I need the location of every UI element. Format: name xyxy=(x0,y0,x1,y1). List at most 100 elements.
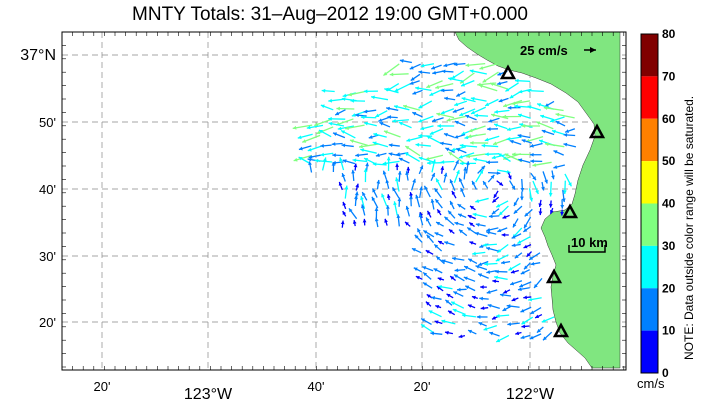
current-vector-head xyxy=(541,318,546,323)
current-vector-head xyxy=(431,118,436,123)
current-vector-head xyxy=(494,123,499,128)
current-vector-head xyxy=(384,218,388,223)
current-vector-head xyxy=(452,308,457,313)
current-vector-head xyxy=(523,228,528,232)
current-vector-head xyxy=(383,130,388,135)
current-vector-head xyxy=(511,235,516,239)
current-vector-head xyxy=(384,87,389,92)
current-vector-head xyxy=(526,252,531,257)
current-vector-head xyxy=(372,162,377,167)
current-vector-head xyxy=(460,187,464,192)
current-vector-head xyxy=(510,281,515,286)
current-vector-head xyxy=(425,250,430,254)
current-vector-head xyxy=(436,256,441,261)
current-vector-head xyxy=(548,203,553,208)
current-vector-head xyxy=(482,78,487,83)
current-vector-head xyxy=(517,240,522,244)
current-vector-head xyxy=(539,139,543,144)
current-vector-head xyxy=(521,139,526,143)
current-vector-head xyxy=(470,110,475,115)
colorbar-tick-label: 60 xyxy=(662,112,676,126)
current-vector-head xyxy=(306,125,311,130)
current-vector-head xyxy=(496,171,501,176)
current-vector-head xyxy=(565,129,570,133)
current-vector-head xyxy=(355,183,360,188)
current-vector-head xyxy=(537,103,542,107)
current-vector-head xyxy=(446,293,451,298)
current-vector-head xyxy=(503,289,508,294)
current-vector-head xyxy=(529,256,534,260)
current-vector-head xyxy=(530,261,535,266)
current-vector-head xyxy=(511,101,516,106)
current-vector-head xyxy=(532,163,537,167)
current-vector-head xyxy=(372,188,376,193)
current-vector-head xyxy=(514,104,518,109)
current-vector-head xyxy=(492,198,497,203)
current-vector-head xyxy=(339,157,343,162)
current-vector-head xyxy=(479,66,484,70)
current-vector-head xyxy=(415,194,419,199)
current-vector-head xyxy=(470,96,475,101)
current-vector-head xyxy=(420,126,425,131)
current-vector-head xyxy=(523,295,527,300)
current-vector-head xyxy=(444,96,448,101)
current-vector-head xyxy=(412,112,417,116)
current-vector-head xyxy=(471,180,476,185)
current-vector-head xyxy=(498,153,503,157)
current-vector-head xyxy=(454,120,459,125)
current-vector-head xyxy=(414,234,419,239)
current-vector-head xyxy=(354,191,359,196)
current-vector-head xyxy=(501,260,505,265)
current-vector-head xyxy=(445,147,450,152)
current-vector-head xyxy=(448,151,453,156)
colorbar-tick-label: 30 xyxy=(662,239,676,253)
current-vector-head xyxy=(519,283,524,288)
current-vector-head xyxy=(389,72,394,77)
current-vector-head xyxy=(355,113,359,118)
current-vector-head xyxy=(452,256,456,261)
current-vector-head xyxy=(520,187,525,192)
current-vector-head xyxy=(529,335,534,340)
current-vector-head xyxy=(452,109,457,113)
current-vector-head xyxy=(385,205,390,209)
current-vector-head xyxy=(499,181,503,186)
current-vector-head xyxy=(443,132,448,137)
current-vector-head xyxy=(511,185,516,190)
current-vector-head xyxy=(459,143,464,148)
current-vector-head xyxy=(405,146,410,150)
current-vector-head xyxy=(432,70,437,75)
current-vector-head xyxy=(451,301,456,306)
current-vector-head xyxy=(530,310,535,314)
current-vector-head xyxy=(474,231,479,236)
current-vector-head xyxy=(485,102,490,106)
current-vector-head xyxy=(456,287,461,292)
current-vector-head xyxy=(497,228,502,233)
current-vector-head xyxy=(355,153,360,158)
latitude-labels: 37°N 50' 40' 30' 20' xyxy=(20,47,56,330)
current-vector-head xyxy=(413,267,418,272)
current-vector-head xyxy=(520,335,525,340)
current-vector-head xyxy=(399,59,404,63)
current-vector-head xyxy=(344,185,349,190)
current-vector-head xyxy=(461,82,466,87)
current-vector-head xyxy=(374,217,379,222)
current-vector-head xyxy=(530,152,534,157)
current-vector-head xyxy=(451,190,456,195)
current-vector-head xyxy=(314,158,319,163)
longitude-labels: 20' 123°W 40' 20' 122°W xyxy=(94,379,555,403)
current-vector-head xyxy=(512,223,517,228)
current-vector-head xyxy=(483,327,488,331)
current-vector-head xyxy=(412,178,416,183)
current-vector-head xyxy=(435,85,440,90)
current-vector-head xyxy=(431,173,435,178)
current-vector-head xyxy=(331,162,336,166)
current-vector-head xyxy=(316,130,321,135)
current-vector-head xyxy=(393,201,397,206)
current-vector-head xyxy=(434,244,439,249)
current-vector-head xyxy=(491,316,496,320)
colorbar-segment xyxy=(641,203,658,246)
current-vector-head xyxy=(417,228,421,233)
current-vector-head xyxy=(365,162,370,167)
current-vector-head xyxy=(475,265,480,269)
current-vector-head xyxy=(468,128,473,133)
